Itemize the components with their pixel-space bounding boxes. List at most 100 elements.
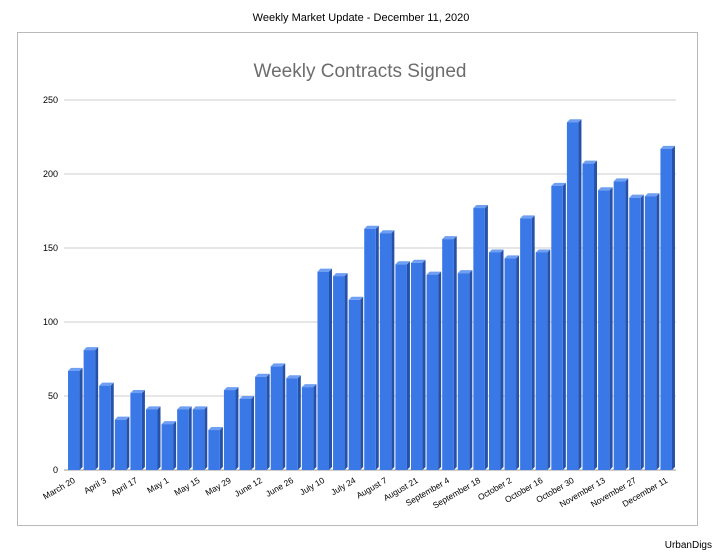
bar <box>223 387 239 470</box>
bars <box>68 119 675 471</box>
bar-front <box>473 208 485 471</box>
bar-top <box>442 236 457 240</box>
bar-front <box>317 271 329 470</box>
x-axis-labels: March 20 April 3 April 17 May 1 May 15 May 29… <box>41 475 669 510</box>
bar <box>83 347 99 470</box>
bar-top <box>379 230 395 234</box>
x-tick-label: June 26 <box>264 475 295 499</box>
bar <box>566 119 582 470</box>
x-tick-label: June 12 <box>233 475 264 499</box>
x-tick-label: April 3 <box>82 475 108 496</box>
bar-front <box>348 299 361 470</box>
bar-side <box>266 373 270 470</box>
bar-front <box>239 398 252 470</box>
source-label: UrbanDigs <box>664 540 712 551</box>
bar <box>473 205 488 471</box>
bar-side <box>656 193 660 470</box>
bar-top <box>644 193 660 197</box>
bar <box>145 406 161 470</box>
bar <box>348 296 364 470</box>
bar-front <box>208 430 220 470</box>
bar <box>99 382 114 470</box>
bar <box>255 373 270 470</box>
bar-front <box>270 366 283 470</box>
bar <box>317 268 332 470</box>
bar-side <box>141 390 145 470</box>
bar-top <box>504 255 520 259</box>
bar <box>551 182 566 470</box>
bar-top <box>99 382 114 386</box>
bar-top <box>114 416 130 420</box>
bar-side <box>173 421 177 470</box>
bar-top <box>613 178 629 182</box>
bar <box>364 225 379 470</box>
bar <box>239 395 255 470</box>
y-tick-label: 250 <box>43 95 58 105</box>
bar-front <box>488 252 501 470</box>
bar-side <box>609 187 613 470</box>
x-tick-label: April 17 <box>109 475 139 498</box>
bar-side <box>235 387 239 470</box>
y-axis-labels: 0 50 100 150 200 250 <box>43 95 58 475</box>
bar-top <box>255 373 270 377</box>
bar-side <box>110 382 114 470</box>
bar <box>504 255 520 470</box>
y-tick-label: 150 <box>43 243 58 253</box>
bar-side <box>313 384 317 470</box>
y-tick-label: 50 <box>48 391 58 401</box>
bar-top <box>473 205 488 209</box>
bar-top <box>629 194 644 198</box>
bar <box>411 259 426 470</box>
bar <box>177 406 192 470</box>
bar-top <box>239 395 255 399</box>
bar-top <box>535 249 551 253</box>
bar-side <box>578 119 582 470</box>
bar-top <box>270 363 286 367</box>
x-tick-label: July 10 <box>298 475 327 497</box>
bar-top <box>177 406 192 410</box>
bar-front <box>426 274 439 470</box>
bar-side <box>282 363 286 470</box>
bar-side <box>438 271 442 470</box>
bar-side <box>594 160 598 470</box>
bar-side <box>531 215 535 470</box>
bar-front <box>644 196 657 470</box>
bar-top <box>598 187 613 191</box>
bar-side <box>219 427 223 470</box>
chart-title: Weekly Contracts Signed <box>254 61 467 82</box>
bar <box>457 270 473 470</box>
bar-front <box>114 419 127 470</box>
bar-top <box>660 145 675 149</box>
page-title: Weekly Market Update - December 11, 2020 <box>252 12 470 24</box>
bar-side <box>126 416 130 470</box>
bar-side <box>188 406 192 470</box>
bar-front <box>660 148 672 470</box>
bar <box>395 261 410 470</box>
bar-front <box>504 258 517 470</box>
bar-side <box>547 249 551 470</box>
bar-side <box>204 406 208 470</box>
bar <box>598 187 613 470</box>
bar-side <box>453 236 457 470</box>
bar <box>270 363 286 470</box>
bar <box>130 390 145 470</box>
x-tick-label: May 1 <box>145 475 170 495</box>
bar <box>114 416 130 470</box>
x-tick-label: July 24 <box>329 475 358 497</box>
bar <box>442 236 457 470</box>
bar-top <box>551 182 566 186</box>
bar-top <box>488 249 504 253</box>
bar-top <box>582 160 598 164</box>
bar-top <box>364 225 379 229</box>
bar-front <box>551 185 563 470</box>
bar <box>301 384 317 470</box>
bar-top <box>333 273 348 277</box>
bar-front <box>629 197 641 470</box>
bar-side <box>375 225 379 470</box>
bar-side <box>328 268 332 470</box>
x-tick-label: May 29 <box>204 475 233 498</box>
bar-side <box>344 273 348 470</box>
bar <box>161 421 177 470</box>
bar-side <box>391 230 395 470</box>
bar-front <box>395 264 407 470</box>
